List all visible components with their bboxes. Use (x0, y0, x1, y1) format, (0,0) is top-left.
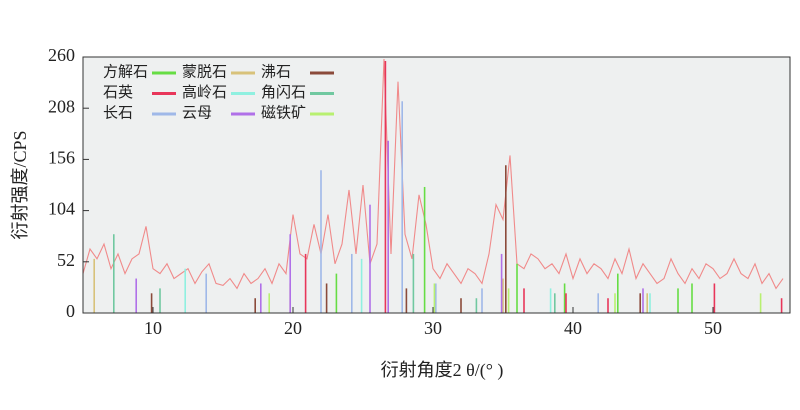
y-tick-label: 156 (48, 148, 75, 168)
y-tick-label: 0 (66, 301, 75, 321)
legend-label: 沸石 (261, 63, 291, 80)
y-tick-label: 104 (48, 199, 75, 219)
legend-label: 长石 (103, 104, 133, 121)
plot-frame (82, 56, 791, 314)
y-axis-label: 衍射强度/CPS (10, 130, 30, 239)
x-tick-label: 30 (424, 318, 442, 338)
x-tick-label: 40 (564, 318, 582, 338)
x-axis-label: 衍射角度2 θ/(° ) (381, 360, 504, 381)
x-tick-label: 10 (144, 318, 162, 338)
y-tick-label: 260 (48, 45, 75, 65)
y-tick-label: 52 (57, 250, 75, 270)
legend-label: 蒙脱石 (182, 63, 227, 80)
legend-label: 磁铁矿 (261, 104, 306, 121)
x-tick-label: 50 (704, 318, 722, 338)
diffraction-curve (82, 58, 784, 290)
x-tick-label: 20 (284, 318, 302, 338)
legend-label: 高岭石 (182, 84, 227, 101)
legend-label: 角闪石 (261, 84, 306, 101)
legend-label: 方解石 (103, 63, 148, 80)
y-tick-label: 208 (48, 96, 75, 116)
plot-area (83, 57, 790, 313)
legend-label: 云母 (182, 104, 212, 121)
legend-label: 石英 (103, 83, 133, 101)
